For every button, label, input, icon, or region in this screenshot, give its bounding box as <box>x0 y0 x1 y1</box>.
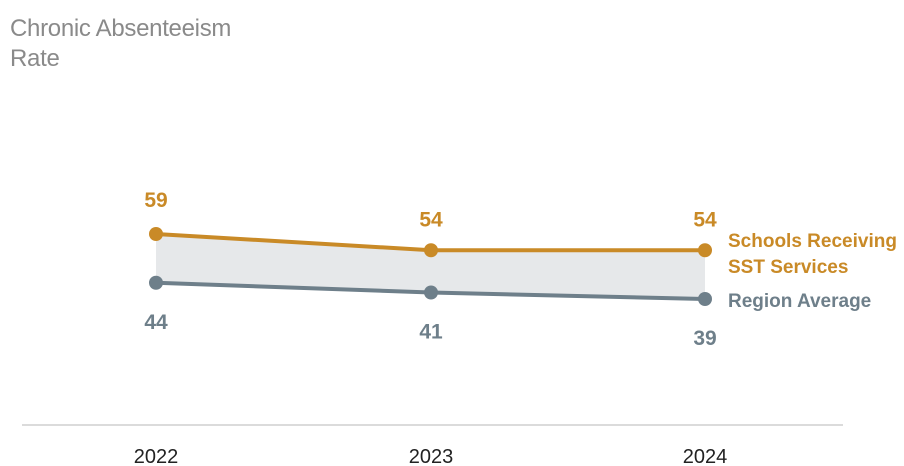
x-tick-label-2023: 2023 <box>409 446 454 466</box>
chart-title-line-2: Rate <box>10 45 60 72</box>
chart-title-line-1: Chronic Absenteeism <box>10 15 232 42</box>
data-label-region-average-2023: 41 <box>419 321 443 344</box>
data-label-sst-schools-2024: 54 <box>693 208 717 231</box>
point-region-average-2024 <box>698 292 712 306</box>
point-sst-schools-2022 <box>149 227 163 241</box>
point-region-average-2022 <box>149 275 163 290</box>
data-label-sst-schools-2023: 54 <box>419 208 443 231</box>
data-label-region-average-2024: 39 <box>693 327 716 350</box>
chart-title: Chronic Absenteeism Rate <box>10 14 310 74</box>
data-label-sst-schools-2022: 59 <box>144 189 167 212</box>
legend-label-sst-schools-line-2: SST Services <box>728 257 848 278</box>
point-region-average-2023 <box>424 285 438 300</box>
legend-label-sst-schools-line-1: Schools Receiving <box>728 231 897 252</box>
x-tick-label-2024: 2024 <box>683 446 728 466</box>
x-tick-label-2022: 2022 <box>134 446 179 466</box>
legend-label-region-average: Region Average <box>728 291 871 312</box>
point-sst-schools-2024 <box>698 243 712 258</box>
point-sst-schools-2023 <box>424 243 438 258</box>
data-label-region-average-2022: 44 <box>144 311 168 334</box>
